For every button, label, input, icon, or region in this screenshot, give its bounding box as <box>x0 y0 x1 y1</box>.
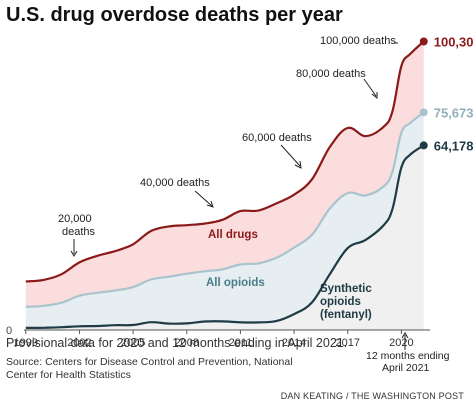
arrow-40k-head <box>206 200 214 208</box>
annotation-20k-line1: 20,000 <box>58 213 92 225</box>
annotation-arrows <box>70 42 409 350</box>
source-text: Source: Centers for Disease Control and … <box>6 356 293 381</box>
end-dot-all_opioids <box>419 108 428 117</box>
end-label-line2: April 2021 <box>382 362 429 374</box>
annotation-20k-line2: deaths <box>62 226 96 238</box>
arrow-40k <box>194 190 213 207</box>
x-tick-label-2005: 2005 <box>121 337 145 349</box>
x-tick-label-1999: 1999 <box>14 337 38 349</box>
annotation-40k: 40,000 deaths <box>140 177 210 189</box>
annotation-100k: 100,000 deaths <box>320 35 396 47</box>
end-value-all_drugs: 100,306 <box>434 35 474 50</box>
arrow-60k-head <box>294 160 302 169</box>
series-line-synthetic <box>25 144 425 329</box>
series-line-all_drugs <box>25 40 425 283</box>
credit-text: DAN KEATING / THE WASHINGTON POST <box>280 391 464 401</box>
series-label-synthetic-1: Synthetic <box>320 283 372 295</box>
x-tick-label-2011: 2011 <box>229 337 253 349</box>
x-tick-label-2017: 2017 <box>335 337 359 349</box>
arrow-20k-head <box>70 250 78 257</box>
end-dot-synthetic <box>419 141 428 150</box>
line-layer: 100,306 75,673 64,178 <box>25 35 474 329</box>
series-label-synthetic-2: opioids <box>320 296 361 308</box>
series-line-all_opioids <box>25 111 425 308</box>
end-value-all_opioids: 75,673 <box>434 105 474 120</box>
annotation-80k: 80,000 deaths <box>296 68 366 80</box>
arrow-60k <box>280 144 301 167</box>
x-tick-label-2002: 2002 <box>67 337 91 349</box>
end-label-line1: 12 months ending <box>366 350 450 362</box>
chart-title: U.S. drug overdose deaths per year <box>6 4 343 26</box>
axis-layer: 0 1999 2002 2005 2008 2011 2014 2017 2020 <box>6 325 430 349</box>
x-tick-label-2020: 2020 <box>389 337 413 349</box>
area-all-drugs <box>25 41 424 307</box>
annotation-60k: 60,000 deaths <box>242 132 312 144</box>
series-label-all-drugs: All drugs <box>208 229 258 241</box>
provisional-note: Provisional data for 2020 and 12 months … <box>6 336 348 350</box>
series-label-all-opioids: All opioids <box>206 277 265 289</box>
x-tick-label-2014: 2014 <box>282 337 306 349</box>
y-tick-label-0: 0 <box>6 325 12 337</box>
end-dot-all_drugs <box>419 37 428 46</box>
arrow-80k <box>363 78 377 97</box>
series-label-synthetic-3: (fentanyl) <box>320 309 372 321</box>
label-layer: All drugs All opioids Synthetic opioids … <box>58 35 450 374</box>
arrow-80k-head <box>371 92 378 100</box>
arrow-end-label-head <box>401 332 409 339</box>
end-value-synthetic: 64,178 <box>434 138 474 153</box>
area-all-opioids <box>25 112 424 328</box>
x-tick-label-2008: 2008 <box>175 337 199 349</box>
